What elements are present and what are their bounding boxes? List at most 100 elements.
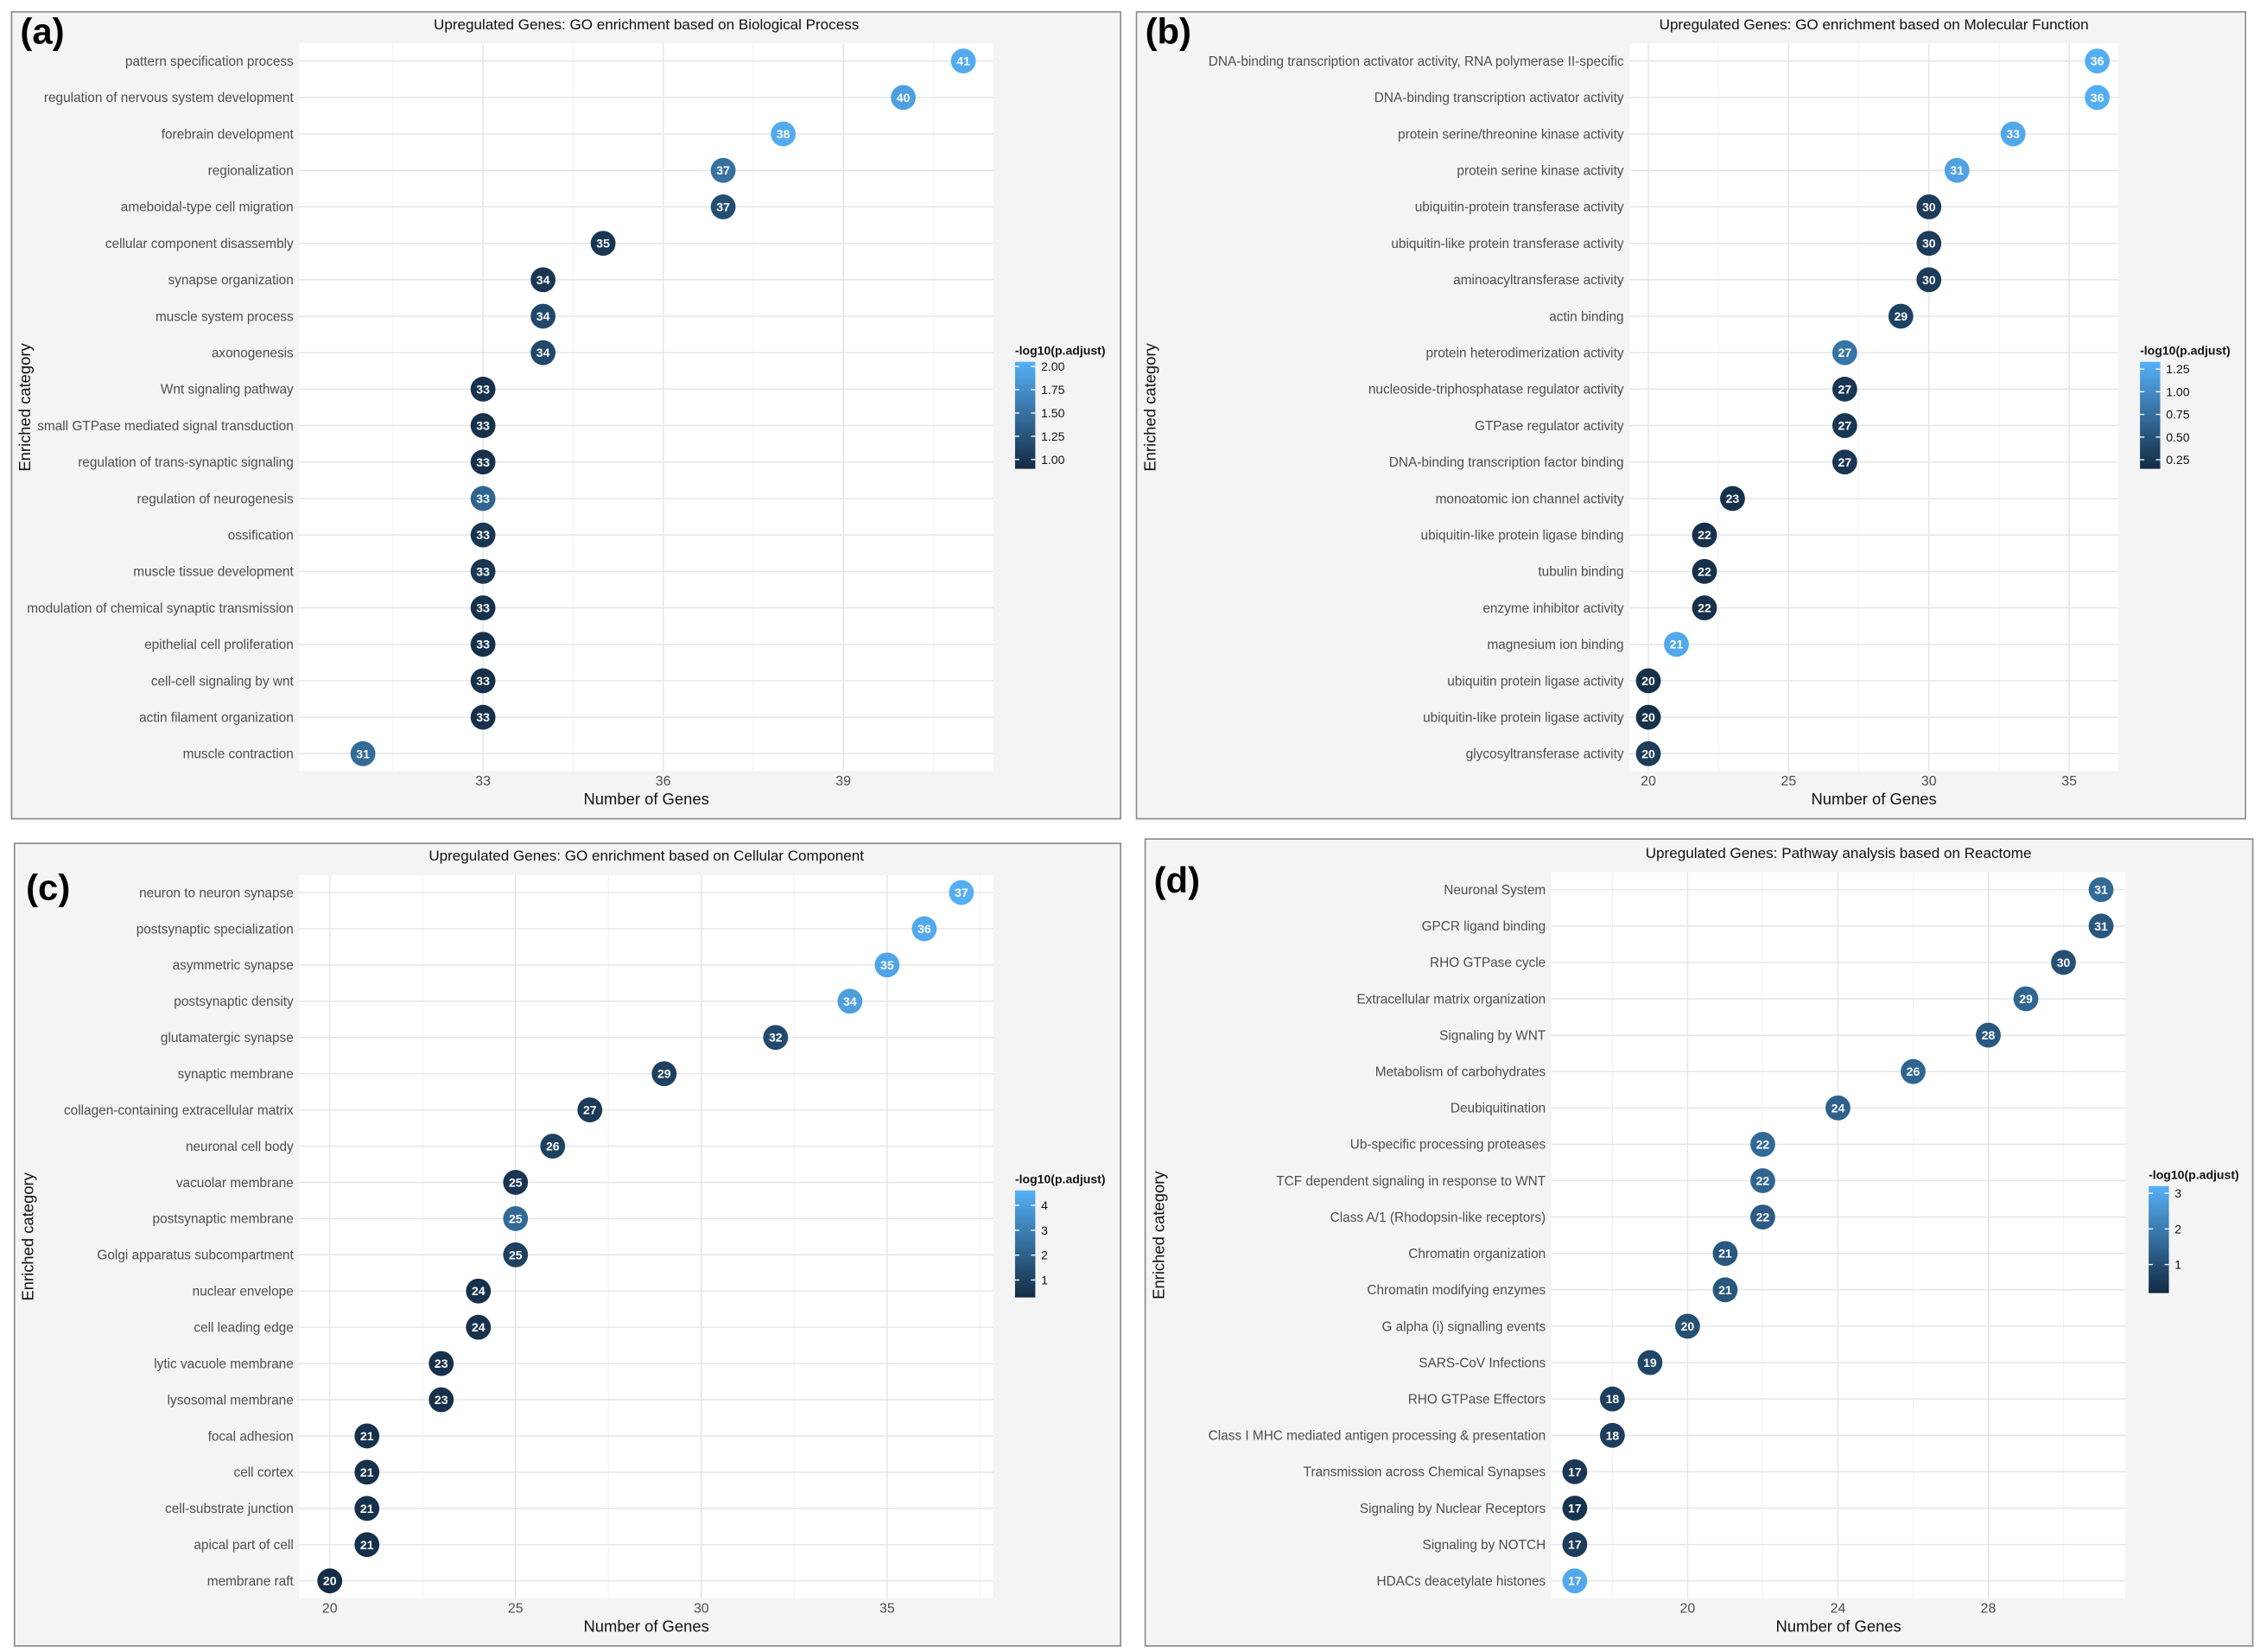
data-point	[1750, 1131, 1775, 1157]
data-label: 27	[1838, 346, 1852, 359]
data-label: 20	[1641, 674, 1655, 688]
data-point	[949, 880, 974, 905]
x-tick-label: 28	[1981, 1601, 1997, 1616]
category-label: actin filament organization	[139, 710, 294, 725]
category-label: modulation of chemical synaptic transmis…	[27, 601, 294, 616]
data-point	[1692, 595, 1717, 620]
data-label: 22	[1698, 601, 1711, 615]
panel-label: (c)	[26, 867, 70, 907]
data-label: 30	[1922, 237, 1936, 251]
data-point	[1712, 1277, 1738, 1303]
data-point	[577, 1097, 603, 1122]
category-label: Wnt signaling pathway	[161, 383, 294, 397]
legend-title: -log10(p.adjust)	[2140, 343, 2231, 357]
data-label: 27	[1838, 419, 1852, 433]
data-point	[1675, 1313, 1700, 1339]
data-point	[1692, 522, 1717, 548]
data-label: 41	[956, 54, 970, 68]
colorbar	[2140, 361, 2161, 469]
category-label: monoatomic ion channel activity	[1436, 492, 1624, 506]
category-label: postsynaptic specialization	[136, 922, 294, 937]
data-point	[429, 1387, 454, 1413]
data-point	[540, 1134, 566, 1159]
data-point	[1888, 303, 1914, 329]
data-point	[470, 558, 496, 584]
data-label: 36	[917, 922, 931, 936]
category-label: HDACs deacetylate histones	[1376, 1574, 1546, 1589]
data-label: 29	[1894, 309, 1908, 323]
colorbar-label: 1.75	[1041, 383, 1065, 397]
y-axis-title: Enriched category	[18, 1172, 36, 1300]
colorbar-label: 4	[1041, 1198, 1048, 1212]
data-label: 33	[476, 492, 490, 505]
colorbar-label: 3	[1041, 1223, 1048, 1237]
colorbar-label: 1.00	[2166, 384, 2190, 398]
data-label: 22	[1698, 528, 1711, 542]
data-point	[466, 1314, 492, 1340]
data-label: 22	[1756, 1174, 1770, 1188]
category-label: ossification	[228, 529, 294, 543]
data-point	[530, 267, 556, 293]
data-label: 30	[1922, 273, 1936, 287]
legend-title: -log10(p.adjust)	[1015, 343, 1106, 357]
colorbar-label: 0.75	[2166, 408, 2190, 422]
data-point	[2085, 85, 2111, 111]
colorbar-label: 1	[2174, 1258, 2181, 1272]
category-label: synaptic membrane	[178, 1067, 294, 1082]
data-label: 37	[955, 886, 968, 899]
data-label: 36	[2091, 91, 2104, 105]
data-point	[470, 595, 496, 620]
data-label: 21	[360, 1538, 374, 1552]
category-label: protein heterodimerization activity	[1426, 346, 1624, 361]
data-label: 24	[472, 1284, 486, 1298]
category-label: DNA-binding transcription factor binding	[1389, 455, 1624, 470]
data-label: 31	[1950, 163, 1964, 177]
x-tick-label: 30	[1921, 774, 1937, 789]
x-tick-label: 36	[656, 774, 671, 789]
category-label: lytic vacuole membrane	[154, 1357, 294, 1371]
data-label: 33	[476, 674, 490, 688]
data-point	[710, 194, 736, 219]
chart-title: Upregulated Genes: GO enrichment based o…	[429, 848, 864, 864]
colorbar-label: 1	[1041, 1273, 1048, 1287]
data-point	[1916, 194, 1942, 219]
data-label: 25	[509, 1211, 523, 1225]
category-label: enzyme inhibitor activity	[1482, 601, 1624, 616]
data-point	[503, 1205, 529, 1231]
data-point	[470, 413, 496, 438]
data-point	[1831, 449, 1857, 475]
data-label: 31	[356, 747, 370, 760]
category-label: cell cortex	[234, 1465, 295, 1480]
data-label: 26	[1907, 1064, 1920, 1078]
colorbar-label: 1.25	[2166, 362, 2190, 376]
panel-c: (c) Upregulated Genes: GO enrichment base…	[13, 842, 1121, 1647]
category-label: cellular component disassembly	[105, 237, 294, 251]
data-point	[1562, 1496, 1588, 1521]
data-point	[1831, 340, 1857, 365]
category-label: RHO GTPase cycle	[1430, 956, 1546, 970]
data-label: 34	[536, 309, 550, 323]
data-label: 40	[897, 91, 911, 105]
data-label: 33	[476, 564, 490, 578]
data-point	[1916, 231, 1942, 256]
category-label: DNA-binding transcription activator acti…	[1209, 54, 1624, 69]
category-label: Signaling by NOTCH	[1422, 1538, 1546, 1553]
category-label: cell leading edge	[194, 1321, 293, 1336]
category-label: protein serine kinase activity	[1457, 164, 1623, 179]
panel-b: (b) Upregulated Genes: GO enrichment base…	[1135, 11, 2247, 820]
category-label: muscle contraction	[183, 747, 294, 762]
data-point	[350, 740, 376, 766]
data-label: 23	[435, 1393, 448, 1407]
data-point	[651, 1061, 677, 1087]
data-point	[1831, 376, 1857, 402]
category-label: regionalization	[208, 164, 294, 179]
data-label: 22	[1756, 1210, 1770, 1224]
category-label: RHO GTPase Effectors	[1408, 1392, 1546, 1407]
x-tick-label: 25	[1781, 774, 1797, 789]
x-tick-label: 39	[835, 774, 851, 789]
category-label: Golgi apparatus subcompartment	[97, 1249, 294, 1263]
colorbar-label: 2.00	[1041, 359, 1065, 373]
category-label: magnesium ion binding	[1487, 638, 1623, 652]
data-point	[1712, 1241, 1738, 1267]
